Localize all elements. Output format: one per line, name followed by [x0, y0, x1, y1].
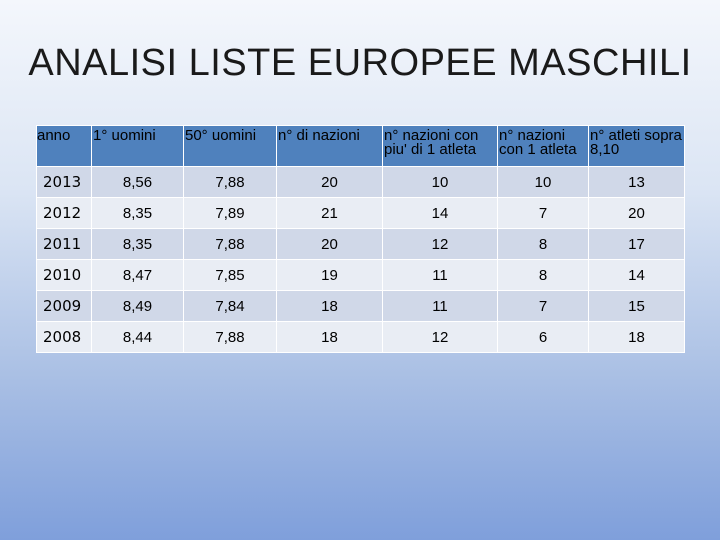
cell-value: 17	[588, 228, 685, 260]
header-nazioni-un-atleta: n° nazioni con 1 atleta	[497, 125, 589, 167]
cell-year: 2013	[36, 166, 92, 198]
table-row: 2011 8,35 7,88 20 12 8 17	[36, 228, 685, 260]
cell-value: 10	[497, 166, 589, 198]
table-row: 2009 8,49 7,84 18 11 7 15	[36, 290, 685, 322]
cell-year: 2011	[36, 228, 92, 260]
table-row: 2008 8,44 7,88 18 12 6 18	[36, 321, 685, 353]
cell-value: 20	[276, 166, 383, 198]
cell-value: 12	[382, 228, 498, 260]
cell-value: 18	[276, 290, 383, 322]
cell-value: 12	[382, 321, 498, 353]
cell-value: 8,56	[91, 166, 184, 198]
header-anno: anno	[36, 125, 92, 167]
cell-value: 7,88	[183, 321, 277, 353]
cell-value: 20	[276, 228, 383, 260]
cell-value: 8	[497, 259, 589, 291]
cell-value: 8,35	[91, 228, 184, 260]
header-primo-uomini: 1° uomini	[91, 125, 184, 167]
cell-year: 2010	[36, 259, 92, 291]
header-row: anno 1° uomini 50° uomini n° di nazioni …	[36, 125, 685, 167]
header-atleti-sopra: n° atleti sopra 8,10	[588, 125, 685, 167]
cell-value: 11	[382, 290, 498, 322]
cell-value: 8,49	[91, 290, 184, 322]
cell-value: 15	[588, 290, 685, 322]
cell-value: 8,35	[91, 197, 184, 229]
cell-value: 7	[497, 290, 589, 322]
cell-value: 21	[276, 197, 383, 229]
cell-value: 8,47	[91, 259, 184, 291]
slide-title: ANALISI LISTE EUROPEE MASCHILI	[28, 42, 692, 84]
cell-value: 20	[588, 197, 685, 229]
cell-value: 8	[497, 228, 589, 260]
cell-value: 7,84	[183, 290, 277, 322]
cell-year: 2008	[36, 321, 92, 353]
cell-value: 14	[382, 197, 498, 229]
cell-value: 19	[276, 259, 383, 291]
cell-value: 14	[588, 259, 685, 291]
header-cinquantesimo-uomini: 50° uomini	[183, 125, 277, 167]
cell-year: 2009	[36, 290, 92, 322]
cell-value: 7,88	[183, 166, 277, 198]
cell-value: 7,89	[183, 197, 277, 229]
cell-value: 6	[497, 321, 589, 353]
cell-value: 8,44	[91, 321, 184, 353]
table-row: 2012 8,35 7,89 21 14 7 20	[36, 197, 685, 229]
cell-value: 18	[588, 321, 685, 353]
data-table: anno 1° uomini 50° uomini n° di nazioni …	[36, 125, 685, 353]
cell-value: 11	[382, 259, 498, 291]
cell-value: 7,85	[183, 259, 277, 291]
cell-value: 10	[382, 166, 498, 198]
cell-value: 7,88	[183, 228, 277, 260]
cell-value: 18	[276, 321, 383, 353]
cell-year: 2012	[36, 197, 92, 229]
table-row: 2010 8,47 7,85 19 11 8 14	[36, 259, 685, 291]
cell-value: 13	[588, 166, 685, 198]
header-numero-nazioni: n° di nazioni	[276, 125, 383, 167]
table-row: 2013 8,56 7,88 20 10 10 13	[36, 166, 685, 198]
cell-value: 7	[497, 197, 589, 229]
header-nazioni-piu-atleti: n° nazioni con piu' di 1 atleta	[382, 125, 498, 167]
